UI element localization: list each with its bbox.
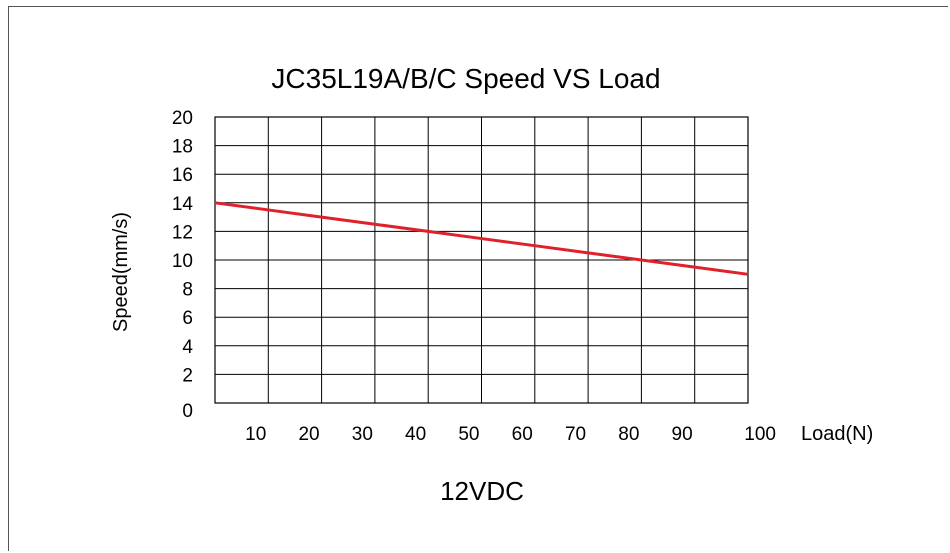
x-tick-label: 50 <box>458 424 479 445</box>
y-tick-label: 14 <box>172 194 194 215</box>
y-tick-label: 12 <box>172 222 193 243</box>
x-tick-label: 40 <box>405 424 426 445</box>
chart-subtitle: 12VDC <box>440 476 524 506</box>
x-tick-label: 70 <box>565 424 586 445</box>
chart-title: JC35L19A/B/C Speed VS Load <box>271 63 660 94</box>
y-tick-label: 4 <box>182 337 193 358</box>
chart-frame <box>8 6 948 551</box>
x-tick-label: 10 <box>245 424 266 445</box>
tick-labels: 0 2 4 6 8 10 12 14 16 18 20 10 20 30 40 50 60 70 80 90 100 <box>172 108 776 445</box>
x-tick-label: 60 <box>512 424 533 445</box>
grid <box>214 116 749 404</box>
x-tick-label: 30 <box>352 424 373 445</box>
x-tick-label: 80 <box>618 424 639 445</box>
y-tick-label: 20 <box>172 108 193 129</box>
y-axis-label: Speed(mm/s) <box>110 212 132 332</box>
series-layer <box>214 201 749 276</box>
y-tick-label: 0 <box>182 401 193 422</box>
y-tick-label: 6 <box>182 308 193 329</box>
x-tick-label: 20 <box>298 424 319 445</box>
y-tick-label: 16 <box>172 165 193 186</box>
x-tick-label: 100 <box>744 424 776 445</box>
y-tick-label: 8 <box>182 280 193 301</box>
x-axis-label: Load(N) <box>801 423 873 445</box>
speed-series-line <box>214 201 749 276</box>
y-tick-label: 18 <box>172 137 193 158</box>
x-tick-label: 90 <box>672 424 693 445</box>
y-tick-label: 2 <box>182 365 193 386</box>
y-tick-label: 10 <box>172 251 193 272</box>
